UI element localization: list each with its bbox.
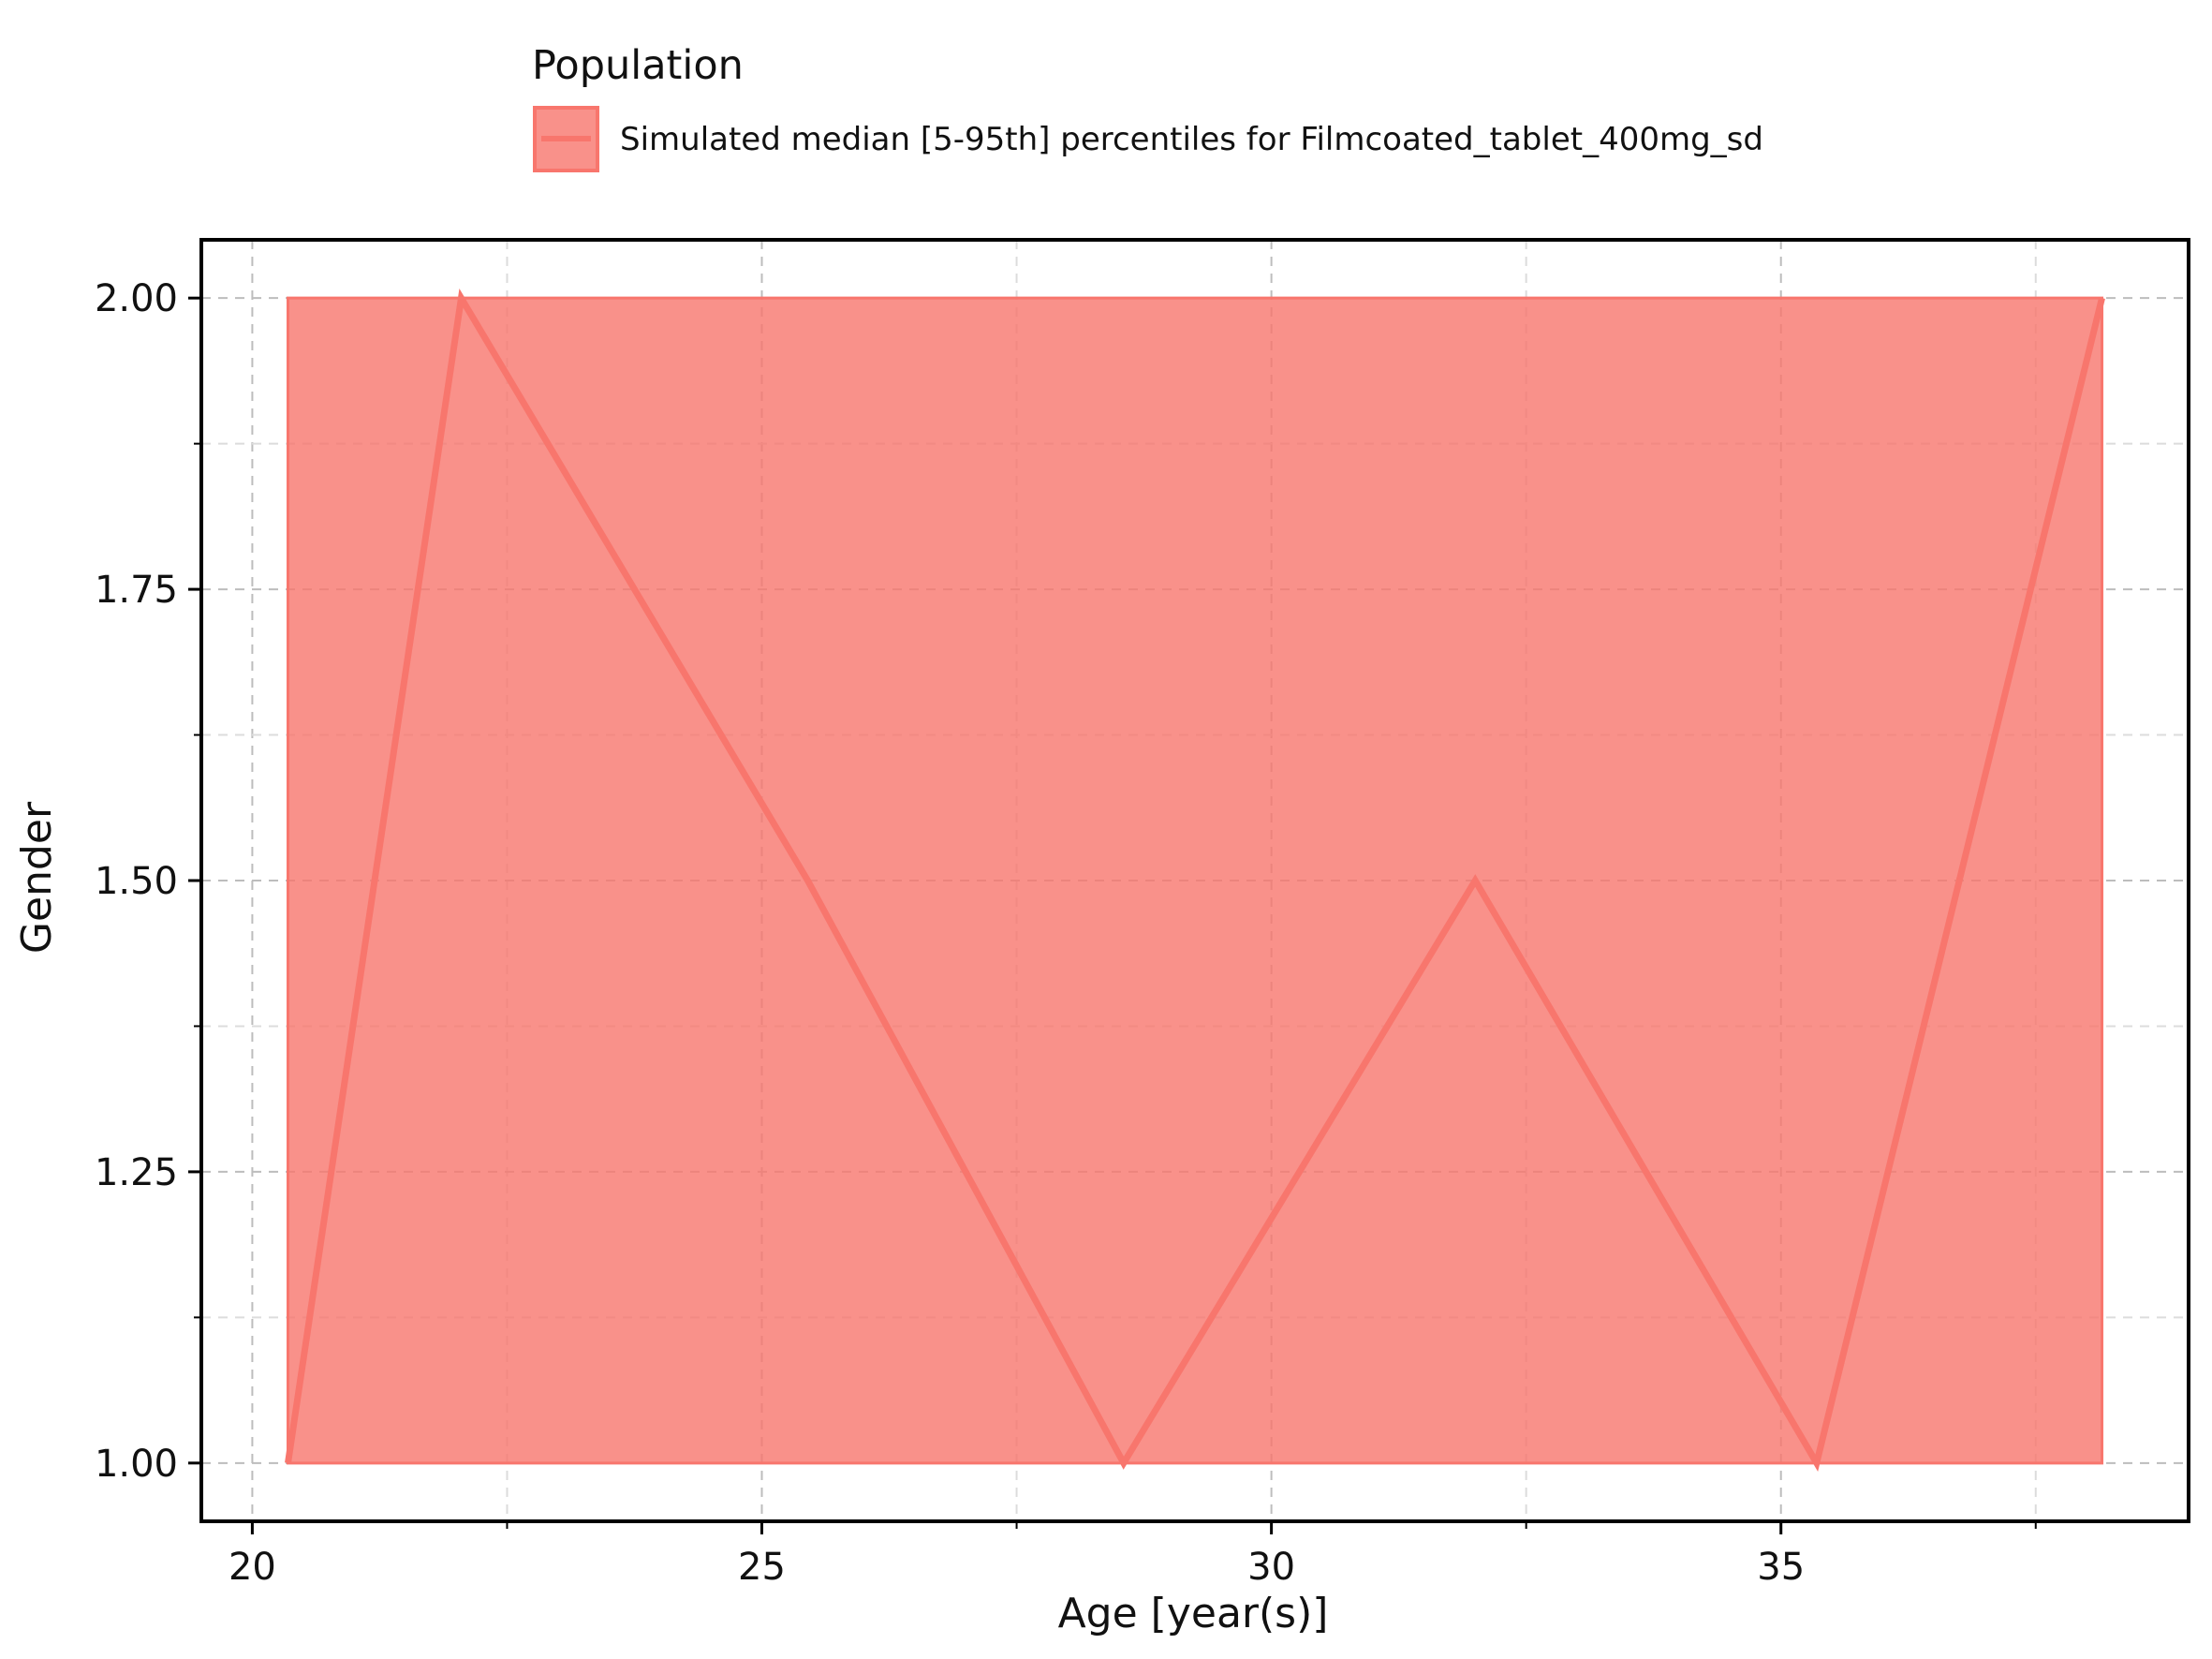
y-tick-label: 1.00 xyxy=(95,1443,178,1486)
legend-item: Simulated median [5-95th] percentiles fo… xyxy=(533,106,1763,172)
x-tick-label: 25 xyxy=(738,1546,786,1589)
axis-ticks: 20 25 30 35 1.00 1.25 1.50 1.75 2.00 xyxy=(95,277,2037,1589)
y-tick-label: 1.50 xyxy=(95,860,178,903)
y-tick-label: 2.00 xyxy=(95,277,178,320)
x-tick-label: 35 xyxy=(1757,1546,1805,1589)
legend: Population Simulated median [5-95th] per… xyxy=(532,42,1763,172)
percentile-band xyxy=(286,296,2103,1465)
x-axis-title: Age [year(s)] xyxy=(1058,1590,1329,1637)
legend-entry-label: Simulated median [5-95th] percentiles fo… xyxy=(620,121,1763,158)
y-tick-label: 1.75 xyxy=(95,569,178,612)
x-tick-label: 30 xyxy=(1247,1546,1295,1589)
y-tick-label: 1.25 xyxy=(95,1151,178,1194)
median-line xyxy=(285,288,2105,1473)
legend-title: Population xyxy=(532,42,744,89)
plot-data xyxy=(285,288,2105,1473)
y-axis-title: Gender xyxy=(13,801,61,954)
x-tick-label: 20 xyxy=(229,1546,276,1589)
